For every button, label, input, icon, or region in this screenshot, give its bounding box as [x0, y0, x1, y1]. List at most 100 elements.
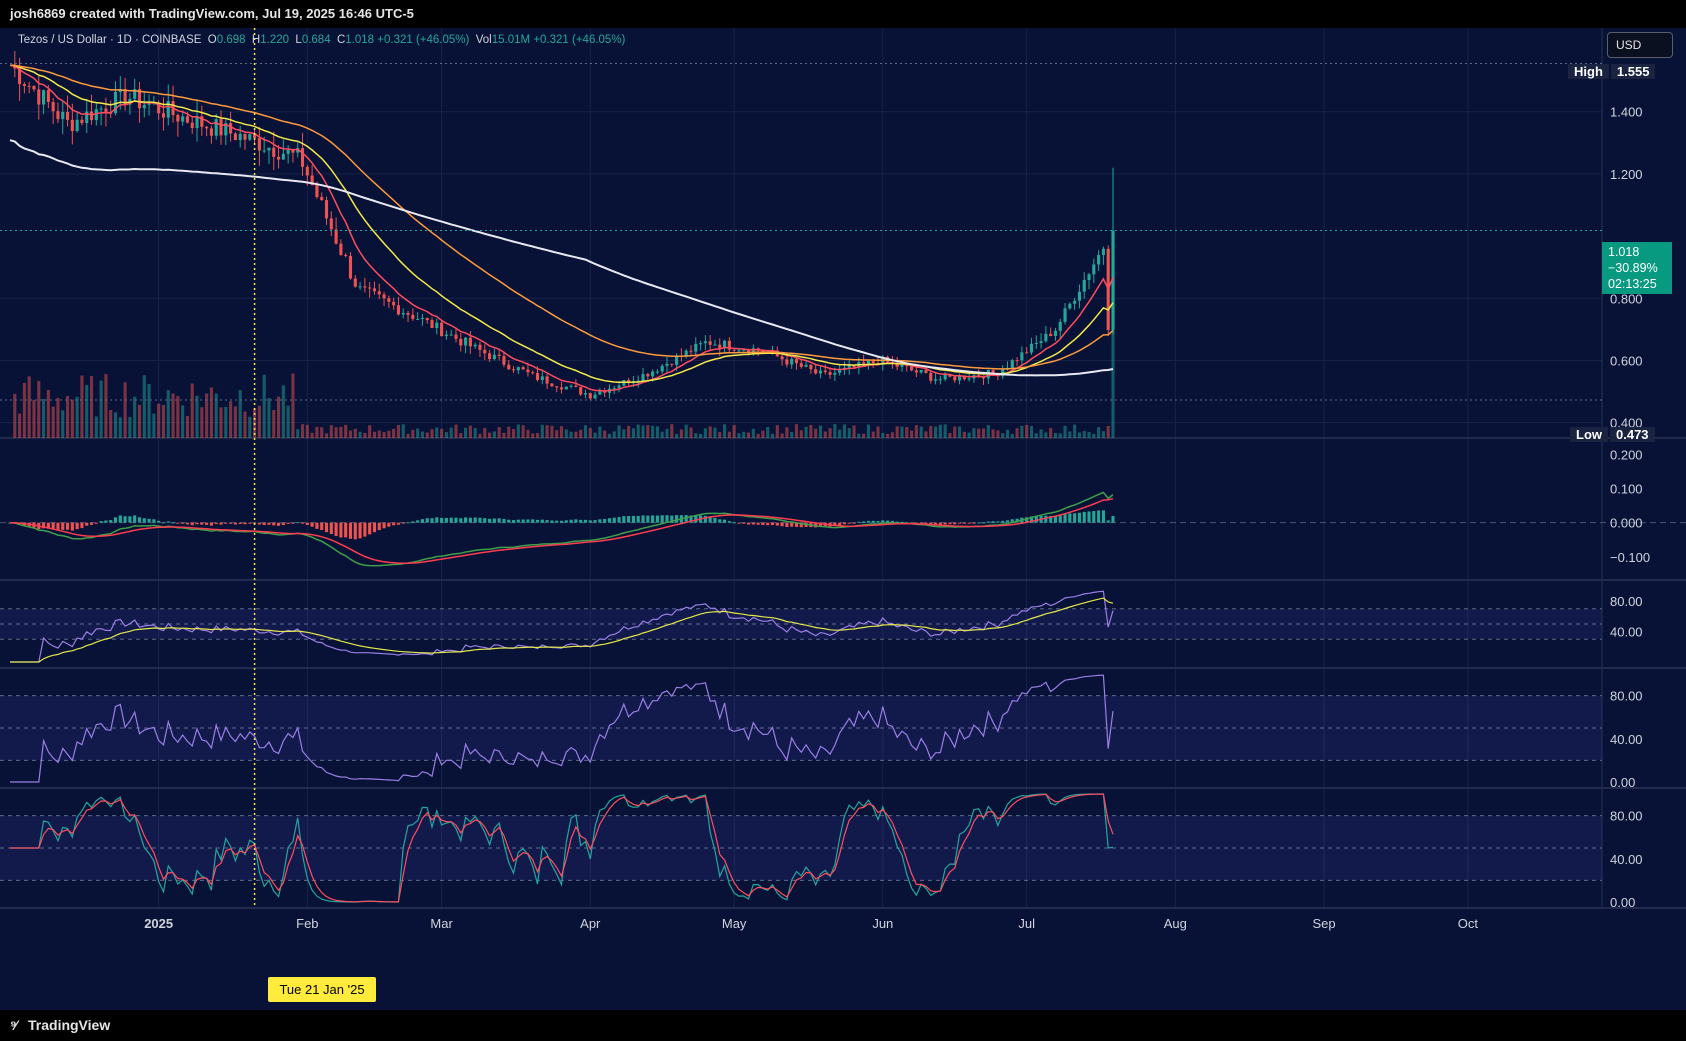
candle-body [157, 102, 161, 114]
macd-histogram-bar [981, 522, 986, 524]
macd-histogram-bar [675, 515, 679, 523]
macd-histogram-bar [1034, 516, 1038, 523]
volume-bar [243, 411, 247, 438]
candle-body [219, 119, 223, 136]
macd-histogram-bar [1044, 515, 1048, 523]
volume-bar [967, 432, 971, 438]
candle-body [1073, 300, 1077, 304]
macd-histogram-bar [511, 520, 516, 523]
volume-bar [636, 424, 640, 438]
volume-bar [972, 428, 976, 438]
volume-bar [823, 431, 827, 438]
volume-bar [838, 429, 842, 438]
volume-bar [157, 403, 161, 438]
candle-body [363, 286, 367, 288]
volume-bar [1111, 268, 1115, 438]
candle-body [1044, 333, 1048, 342]
candle-body [531, 372, 535, 374]
macd-histogram-bar [185, 522, 189, 525]
candle-body [454, 334, 458, 339]
volume-bar [430, 429, 434, 438]
macd-histogram-bar [1005, 520, 1010, 523]
candle-body [502, 356, 506, 365]
chart-canvas[interactable]: 0.400 0.600 0.800 1.200 1.400 −0.100 0.000 0.10… [0, 28, 1686, 1010]
currency-selector[interactable]: USD [1607, 32, 1673, 58]
candle-body [1077, 291, 1081, 301]
reference-lines [0, 28, 1602, 908]
candle-body [344, 254, 348, 256]
macd-histogram-bar [996, 521, 1000, 523]
macd-histogram-bar [372, 522, 377, 533]
candle-body [823, 370, 827, 373]
macd-histogram-bar [320, 522, 324, 530]
volume-bar [406, 433, 410, 438]
high-marker-label: High [1568, 64, 1609, 79]
macd-tick-label: −0.100 [1610, 550, 1650, 565]
macd-histogram-bar [348, 522, 353, 539]
macd-histogram-bar [176, 522, 180, 524]
macd-histogram-bar [646, 515, 650, 523]
macd-histogram-bar [276, 522, 281, 526]
macd-histogram-bar [746, 522, 751, 525]
candle-body [799, 363, 803, 367]
candle-body [934, 379, 938, 381]
volume-bar [516, 424, 520, 438]
candle-body [703, 341, 707, 344]
volume-bar [497, 427, 501, 438]
volume-bar [435, 427, 439, 438]
candle-body [396, 305, 401, 315]
volume-bar [37, 380, 41, 438]
time-tick-label: Apr [580, 916, 601, 931]
candle-body [991, 369, 995, 374]
volume-bar [396, 424, 401, 438]
macd-histogram-bar [396, 522, 401, 525]
volume-bar [267, 398, 271, 438]
volume-bar [233, 406, 237, 438]
candle-body [310, 175, 314, 186]
candle-body [583, 393, 588, 395]
tradingview-logo[interactable]: ⁹⁄ TradingView [10, 1017, 110, 1033]
macd-histogram-bar [598, 519, 602, 523]
macd-histogram-bar [257, 522, 261, 525]
candle-body [871, 360, 875, 364]
osc-tick-label: 80.00 [1610, 594, 1643, 609]
candle-body [411, 314, 415, 319]
volume-bar [593, 432, 597, 438]
volume-bar [718, 432, 722, 438]
candle-body [1010, 360, 1014, 368]
time-tick-label: Feb [296, 916, 318, 931]
candle-body [761, 350, 765, 353]
high-value: 1.220 [260, 34, 290, 46]
candle-body [243, 133, 247, 140]
candle-body [276, 156, 281, 160]
candle-body [32, 85, 36, 90]
macd-histogram-bar [1068, 513, 1072, 523]
candle-body [449, 334, 453, 336]
volume-bar [262, 374, 266, 438]
candle-body [1025, 352, 1029, 354]
candle-body [804, 364, 808, 367]
candle-body [416, 318, 420, 320]
volume-bar [459, 433, 463, 438]
volume-bar [291, 373, 295, 438]
candle-body [185, 116, 189, 123]
candle-body [895, 362, 899, 367]
volume-bar [569, 431, 573, 438]
volume-bar [727, 431, 731, 438]
macd-histogram-bar [526, 519, 530, 523]
macd-histogram-bar [785, 522, 789, 528]
macd-histogram-bar [727, 521, 731, 523]
close-label: C [336, 34, 346, 46]
osc-line [10, 590, 1114, 663]
macd-histogram-bar [56, 522, 60, 531]
candle-body [75, 119, 79, 132]
candle-body [967, 378, 971, 380]
candle-body [372, 288, 377, 292]
macd-histogram-bar [703, 515, 707, 523]
volume-bar [818, 425, 823, 438]
volume-bar [1092, 433, 1096, 438]
macd-histogram-bar [42, 522, 46, 529]
macd-histogram-bar [862, 521, 866, 523]
macd-histogram-bar [89, 522, 94, 525]
candle-body [699, 343, 703, 345]
